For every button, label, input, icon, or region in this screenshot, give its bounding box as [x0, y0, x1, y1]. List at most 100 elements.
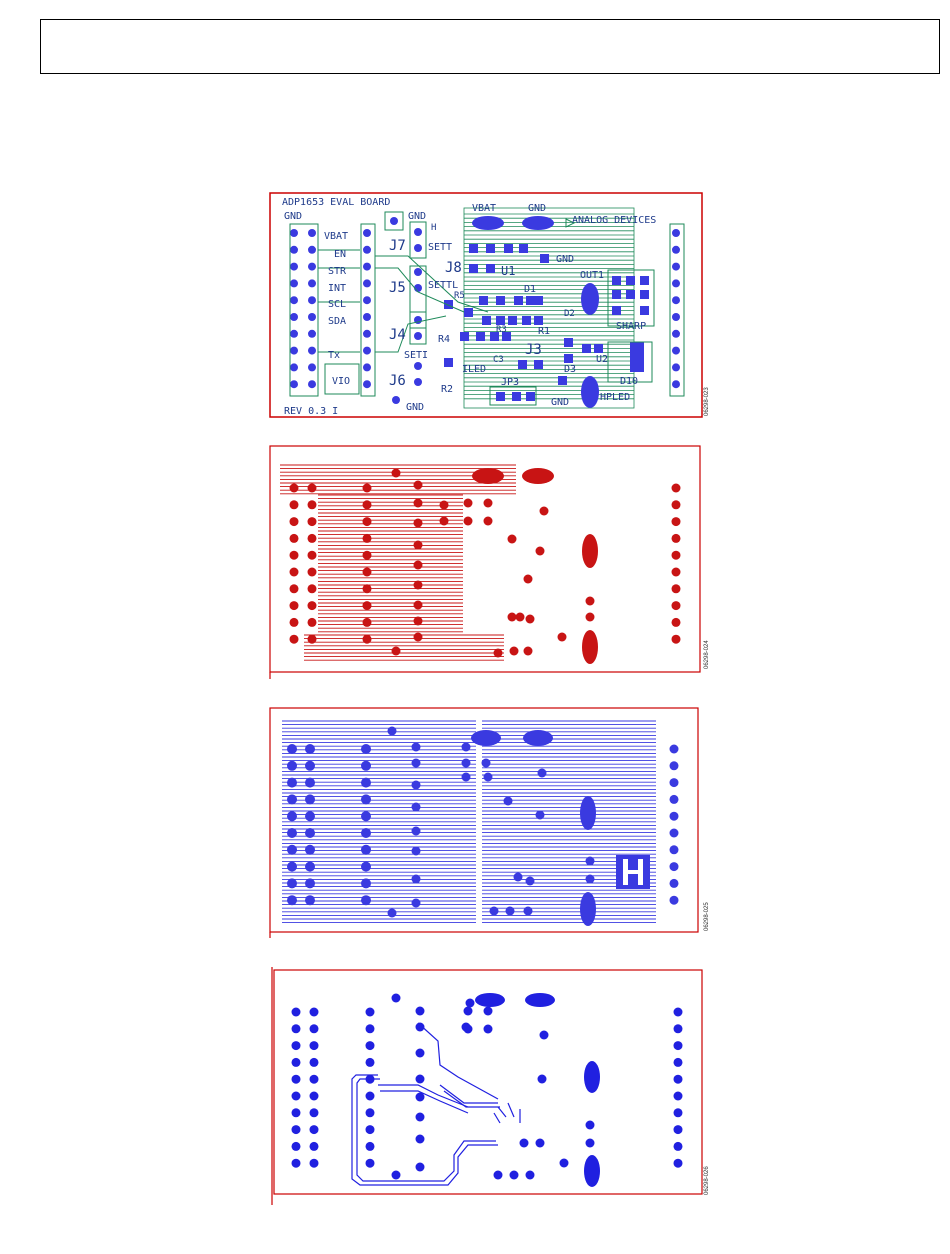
- smd-pad: [526, 392, 535, 401]
- red-via: [585, 612, 595, 622]
- out-pad: [584, 1061, 600, 1093]
- header-pad: [673, 1125, 683, 1135]
- header-pad: [361, 861, 371, 872]
- trace: [318, 249, 489, 353]
- header-pad: [290, 380, 298, 389]
- header-pad: [363, 296, 371, 305]
- header-pad: [671, 634, 681, 644]
- smd-pad: [534, 316, 543, 325]
- red-via: [413, 498, 423, 508]
- header-pad: [671, 483, 681, 493]
- blue-via: [481, 758, 491, 768]
- j5-label: J5: [389, 280, 406, 296]
- header-pad: [365, 1074, 375, 1084]
- header-pad: [309, 1074, 319, 1084]
- jumper-pad: [414, 362, 422, 370]
- blue-via: [537, 768, 547, 778]
- gnd-pad: [522, 216, 554, 230]
- header-pad: [309, 1041, 319, 1051]
- gnd-pad: [522, 468, 554, 484]
- blue-via: [411, 780, 421, 790]
- blue-via: [483, 772, 493, 782]
- figure-id-026: 06298-026: [704, 1166, 710, 1195]
- header-pad: [308, 245, 316, 254]
- blue-via: [585, 1138, 595, 1148]
- header-pad: [309, 1091, 319, 1101]
- header-pad: [289, 584, 299, 594]
- gnd-pad-label: GND: [528, 203, 546, 214]
- header-pad: [671, 500, 681, 510]
- smd-pad: [626, 276, 635, 285]
- header-outline: [289, 223, 319, 397]
- header-pad: [305, 861, 315, 872]
- vbat-pad-label: VBAT: [472, 203, 496, 214]
- header-pad: [307, 617, 317, 627]
- smd-pad: [640, 290, 649, 299]
- header-pad: [308, 363, 316, 372]
- vbat-pad: [471, 730, 501, 746]
- header-pad: [291, 1091, 301, 1101]
- hpled-pad: [581, 376, 599, 408]
- gnd-pad: [525, 993, 555, 1007]
- header-pad: [363, 262, 371, 271]
- header-pad: [672, 313, 680, 321]
- header-pad: [365, 1024, 375, 1034]
- sharp-outline: [607, 269, 655, 327]
- smd-pad: [469, 244, 478, 253]
- hpled-pad: [582, 630, 598, 664]
- out1-label: OUT1: [580, 270, 604, 281]
- header-pad: [291, 1074, 301, 1084]
- header-pad: [671, 601, 681, 611]
- header-pad: [365, 1041, 375, 1051]
- header-pad: [309, 1141, 319, 1151]
- blue-via: [483, 1006, 493, 1016]
- smd-pad: [469, 264, 478, 273]
- header-pad: [673, 1074, 683, 1084]
- header-pad: [309, 1057, 319, 1067]
- header-pad: [673, 1108, 683, 1118]
- header-pad: [362, 584, 372, 594]
- smd-pad: [502, 332, 511, 341]
- header-pad: [362, 517, 372, 527]
- smd-pad: [522, 316, 531, 325]
- blue-via: [461, 1022, 471, 1032]
- blue-via: [415, 1022, 425, 1032]
- smd-pad: [612, 306, 621, 315]
- jumper-pad: [414, 332, 422, 340]
- blue-via: [461, 742, 471, 752]
- header-pad: [361, 794, 371, 805]
- blue-via: [415, 1006, 425, 1016]
- blue-via: [525, 876, 535, 886]
- header-pad: [672, 346, 680, 355]
- int-label: INT: [328, 283, 346, 294]
- jumper-pad: [390, 217, 398, 225]
- header-pad: [307, 634, 317, 644]
- sett-upper-label: SETT: [428, 242, 452, 253]
- header-pad: [305, 878, 315, 889]
- blue-via: [535, 1138, 545, 1148]
- header-pad: [289, 601, 299, 611]
- blue-via: [461, 758, 471, 768]
- header-pad: [362, 533, 372, 543]
- header-pad: [287, 878, 297, 889]
- header-pad: [363, 245, 371, 254]
- header-pad: [361, 878, 371, 889]
- smd-pad: [479, 296, 488, 305]
- gnd-j6-label: GND: [406, 402, 424, 413]
- header-pad: [669, 828, 679, 838]
- red-via: [585, 596, 595, 606]
- u1-label: U1: [501, 264, 515, 278]
- header-pad: [289, 617, 299, 627]
- header-pad: [671, 533, 681, 543]
- d10-outline: [607, 341, 653, 383]
- header-pad: [289, 567, 299, 577]
- smd-pad: [519, 244, 528, 253]
- blue-via: [585, 874, 595, 884]
- red-via: [391, 468, 401, 478]
- smd-pad: [482, 316, 491, 325]
- figure-id-023: 06298-023: [704, 387, 710, 416]
- smd-pad: [496, 392, 505, 401]
- blue-via: [489, 906, 499, 916]
- header-pad: [671, 567, 681, 577]
- red-via: [507, 612, 517, 622]
